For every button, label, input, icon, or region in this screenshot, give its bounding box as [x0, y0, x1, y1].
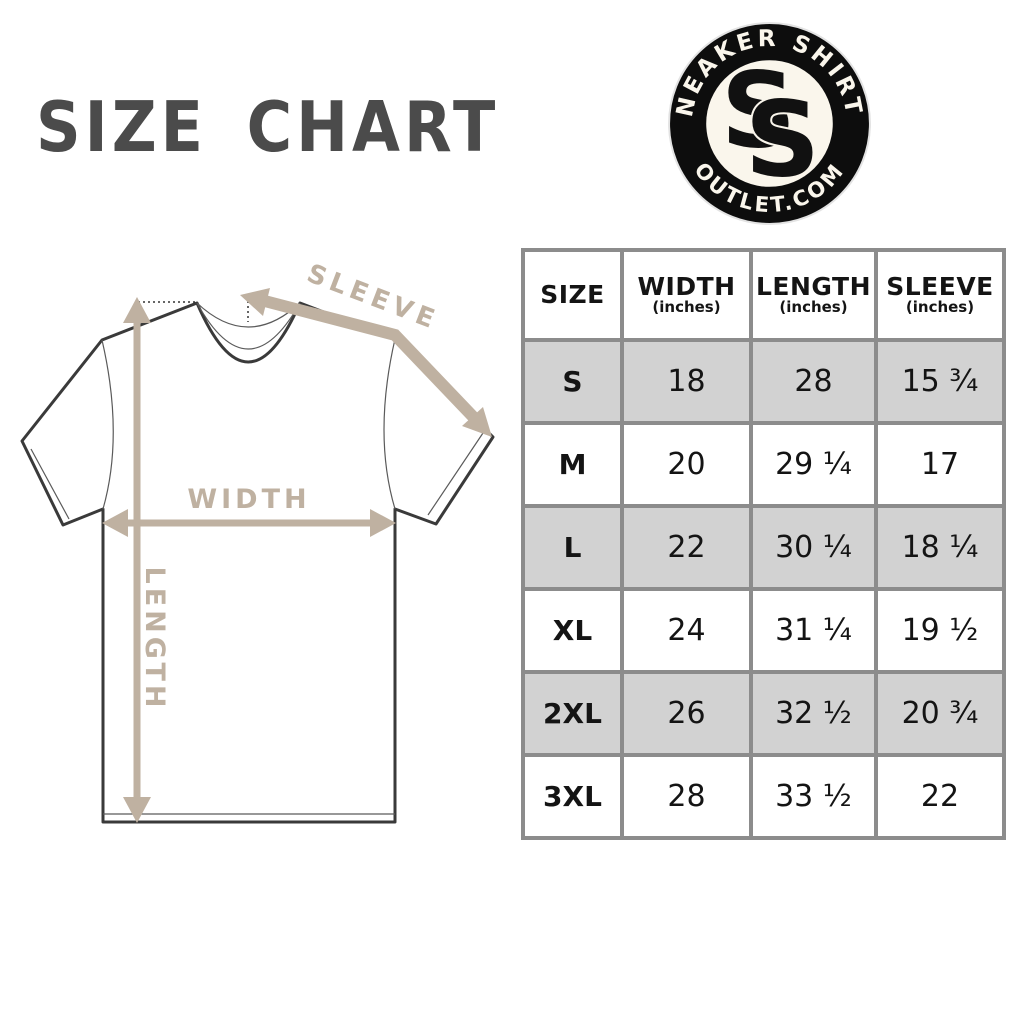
- size-cell: 3XL: [525, 757, 620, 836]
- sleeve-cell: 20 ¾: [878, 674, 1002, 753]
- col-header-length-label: LENGTH: [756, 272, 871, 301]
- length-cell: 30 ¼: [753, 508, 874, 587]
- sleeve-cell: 18 ¼: [878, 508, 1002, 587]
- size-cell: S: [525, 342, 620, 421]
- length-label: LENGTH: [139, 567, 170, 712]
- size-cell: XL: [525, 591, 620, 670]
- sleeve-cell: 22: [878, 757, 1002, 836]
- col-header-sleeve: SLEEVE (inches): [878, 252, 1002, 338]
- monogram-s2: S: [745, 79, 820, 201]
- length-cell: 29 ¼: [753, 425, 874, 504]
- length-cell: 32 ½: [753, 674, 874, 753]
- sleeve-cell: 19 ½: [878, 591, 1002, 670]
- col-header-width: WIDTH (inches): [624, 252, 749, 338]
- length-arrowhead-bottom: [123, 797, 151, 823]
- size-cell: L: [525, 508, 620, 587]
- col-header-width-label: WIDTH: [637, 272, 736, 301]
- sleeve-arrowhead-left: [240, 288, 270, 316]
- size-chart-table: SIZE WIDTH (inches) LENGTH (inches) SLEE…: [521, 248, 1006, 840]
- width-cell: 22: [624, 508, 749, 587]
- sleeve-cell: 17: [878, 425, 1002, 504]
- size-cell: M: [525, 425, 620, 504]
- page-title: SIZE CHART: [36, 86, 500, 168]
- width-cell: 20: [624, 425, 749, 504]
- measure-arrows: [122, 293, 485, 803]
- col-header-sleeve-unit: (inches): [905, 298, 975, 317]
- col-header-sleeve-label: SLEEVE: [886, 272, 994, 301]
- length-arrowhead-top: [123, 297, 151, 323]
- width-cell: 24: [624, 591, 749, 670]
- sleeve-arrowhead-right: [462, 407, 492, 437]
- col-header-size: SIZE: [525, 252, 620, 338]
- length-cell: 33 ½: [753, 757, 874, 836]
- logo-ss-monogram: S S: [721, 50, 822, 203]
- size-cell: 2XL: [525, 674, 620, 753]
- brand-logo: SNEAKER SHIRTS OUTLET.COM S S: [662, 16, 871, 225]
- dotted-guides: [138, 296, 249, 322]
- col-header-length: LENGTH (inches): [753, 252, 874, 338]
- length-cell: 31 ¼: [753, 591, 874, 670]
- sleeve-arrow-shaft: [255, 293, 485, 429]
- shirt-outline: [20, 301, 495, 824]
- sleeve-cell: 15 ¾: [878, 342, 1002, 421]
- tshirt-measure-diagram: WIDTH LENGTH SLEEVE: [20, 259, 495, 824]
- width-arrowhead-left: [102, 509, 128, 537]
- width-cell: 18: [624, 342, 749, 421]
- col-header-width-unit: (inches): [652, 298, 721, 317]
- width-cell: 26: [624, 674, 749, 753]
- width-label: WIDTH: [187, 484, 310, 515]
- col-header-size-label: SIZE: [540, 279, 605, 309]
- width-cell: 28: [624, 757, 749, 836]
- length-cell: 28: [753, 342, 874, 421]
- col-header-length-unit: (inches): [779, 298, 848, 317]
- monogram-s1: S: [721, 50, 796, 172]
- shirt-seams: [30, 302, 484, 815]
- logo-inner-disc: [706, 60, 833, 187]
- width-arrowhead-right: [370, 509, 396, 537]
